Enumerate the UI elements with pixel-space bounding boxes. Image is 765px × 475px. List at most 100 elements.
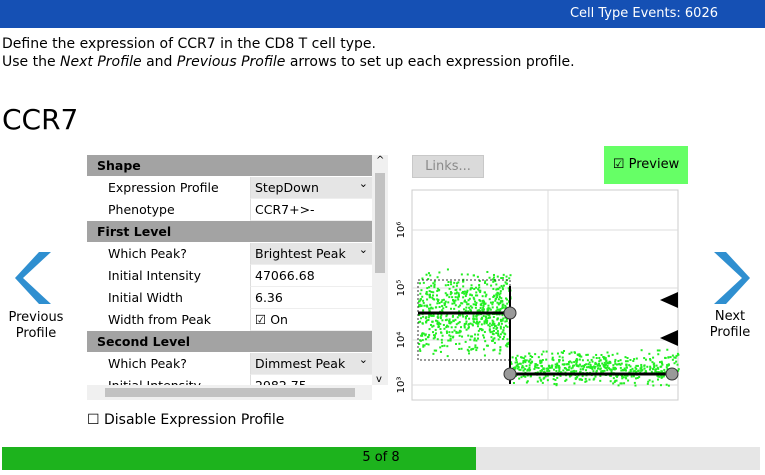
event-dot (458, 342, 461, 345)
event-dot (634, 366, 637, 369)
event-dot (484, 316, 487, 319)
event-dot (524, 368, 527, 371)
event-dot (573, 364, 576, 367)
event-dot (660, 360, 663, 363)
event-dot (421, 322, 424, 325)
event-dot (451, 315, 454, 318)
event-dot (548, 369, 551, 372)
property-value[interactable]: Brightest Peak (250, 239, 372, 265)
event-dot (475, 315, 478, 318)
event-dot (534, 366, 537, 369)
event-dot (447, 339, 450, 342)
property-value[interactable]: CCR7+>- (250, 199, 372, 221)
handle (503, 367, 517, 381)
event-dot (607, 355, 610, 358)
property-value[interactable]: 6.36 (250, 287, 372, 309)
event-dot (579, 371, 582, 374)
event-dot (457, 292, 460, 295)
event-dot (657, 367, 660, 370)
event-dot (479, 328, 482, 331)
event-dot (536, 364, 539, 367)
event-dot (519, 368, 522, 371)
event-dot (453, 299, 456, 302)
event-dot (554, 379, 557, 382)
event-dot (677, 368, 680, 371)
event-dot (458, 331, 461, 334)
event-dot (427, 278, 430, 281)
event-dot (514, 361, 517, 364)
events-count: Cell Type Events: 6026 (569, 6, 718, 21)
event-dot (540, 379, 543, 382)
event-dot (649, 365, 652, 368)
event-dot (496, 294, 499, 297)
event-dot (597, 367, 600, 370)
preview-toggle[interactable]: ☑ Preview (604, 146, 688, 184)
event-dot (651, 380, 654, 383)
event-dot (554, 363, 557, 366)
links-button[interactable]: Links... (412, 155, 484, 178)
event-dot (419, 320, 422, 323)
event-dot (595, 353, 598, 356)
event-dot (656, 374, 659, 377)
event-dot (563, 367, 566, 370)
event-dot (597, 362, 600, 365)
event-dot (443, 344, 446, 347)
event-dot (565, 378, 568, 381)
event-dot (447, 280, 450, 283)
property-value[interactable]: StepDown (250, 173, 372, 199)
event-dot (455, 323, 458, 326)
event-dot (499, 309, 502, 312)
event-dot (605, 367, 608, 370)
event-dot (472, 320, 475, 323)
previous-label[interactable]: Previous Profile (8, 310, 64, 341)
event-dot (422, 344, 425, 347)
event-dot (604, 358, 607, 361)
event-dot (445, 305, 448, 308)
property-value[interactable]: 47066.68 (250, 265, 372, 287)
event-dot (472, 314, 475, 317)
event-dot (419, 339, 422, 342)
vertical-scrollbar[interactable]: ^ v (372, 155, 388, 385)
disable-checkbox[interactable]: ☐ Disable Expression Profile (87, 412, 285, 428)
event-dot (419, 305, 422, 308)
event-dot (524, 355, 527, 358)
property-value[interactable]: ☑ On (250, 309, 372, 331)
event-dot (446, 345, 449, 348)
event-dot (505, 317, 508, 320)
property-row: Initial Width 6.36 (87, 287, 372, 309)
event-dot (665, 383, 668, 386)
property-label: Width from Peak (87, 309, 250, 331)
event-dot (499, 300, 502, 303)
event-dot (462, 285, 465, 288)
event-dot (464, 317, 467, 320)
event-dot (624, 356, 627, 359)
event-dot (485, 322, 488, 325)
next-arrow[interactable] (710, 250, 750, 306)
text: Next Profile (60, 54, 142, 70)
event-dot (446, 331, 449, 334)
property-value[interactable]: 2982.75 (250, 375, 372, 385)
event-dot (588, 378, 591, 381)
event-dot (451, 296, 454, 299)
event-dot (481, 295, 484, 298)
event-dot (535, 363, 538, 366)
event-dot (513, 367, 516, 370)
event-dot (482, 301, 485, 304)
property-label: Which Peak? (87, 243, 250, 265)
event-dot (553, 382, 556, 385)
event-dot (493, 348, 496, 351)
event-dot (491, 303, 494, 306)
event-dot (493, 337, 496, 340)
horizontal-scrollbar[interactable] (87, 385, 372, 400)
event-dot (625, 363, 628, 366)
previous-arrow[interactable] (15, 250, 57, 306)
event-dot (661, 363, 664, 366)
event-dot (445, 294, 448, 297)
event-dot (456, 296, 459, 299)
next-label[interactable]: Next Profile (709, 309, 751, 340)
event-dot (422, 332, 425, 335)
property-value[interactable]: Dimmest Peak (250, 349, 372, 375)
event-dot (585, 380, 588, 383)
event-dot (450, 326, 453, 329)
